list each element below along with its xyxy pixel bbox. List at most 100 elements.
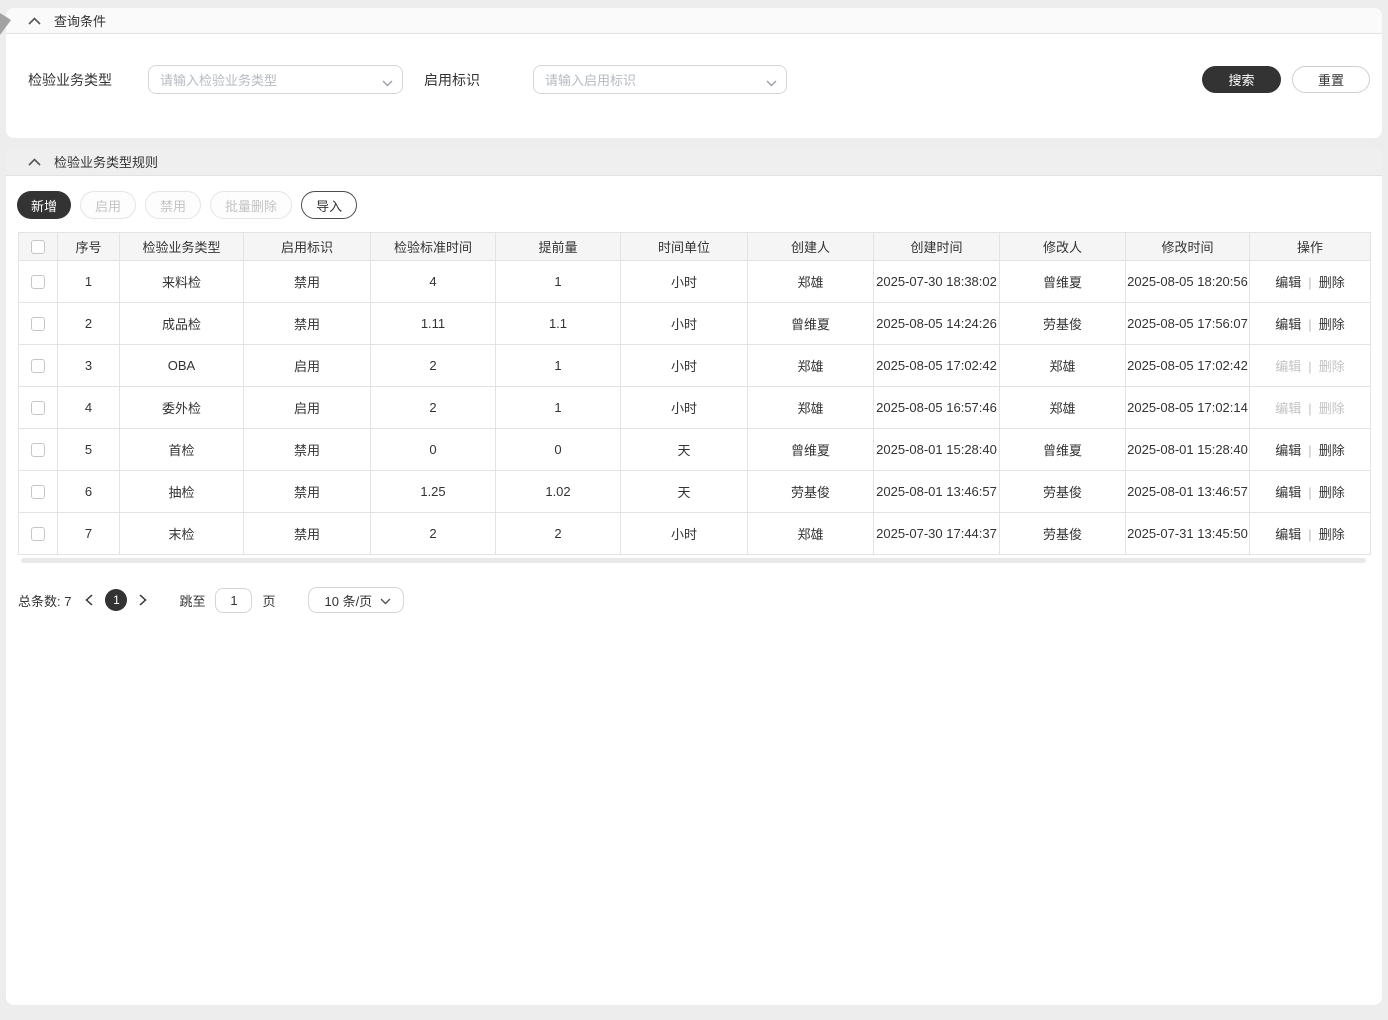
- type-select[interactable]: 请输入检验业务类型: [148, 65, 403, 94]
- edit-link[interactable]: 编辑: [1275, 485, 1302, 500]
- page-size-select[interactable]: 10 条/页: [307, 587, 405, 613]
- row-actions: 编辑 | 删除: [1249, 470, 1371, 513]
- col-flag: 启用标识: [243, 232, 371, 261]
- cell-type: 委外检: [119, 386, 244, 429]
- cell-created: 2025-08-05 16:57:46: [873, 386, 1000, 429]
- select-all-checkbox[interactable]: [31, 240, 45, 255]
- cell-modified: 2025-08-01 13:46:57: [1125, 470, 1250, 513]
- chevron-up-icon[interactable]: [28, 16, 41, 25]
- col-seq: 序号: [57, 232, 120, 261]
- cell-flag: 禁用: [243, 428, 371, 471]
- row-select-cell: [18, 260, 58, 303]
- edit-link[interactable]: 编辑: [1275, 275, 1302, 290]
- row-checkbox[interactable]: [31, 359, 45, 374]
- query-panel-title: 查询条件: [54, 14, 107, 29]
- cell-advance: 1.1: [495, 302, 621, 345]
- batch-delete-button[interactable]: 批量删除: [210, 191, 293, 219]
- delete-link[interactable]: 删除: [1318, 275, 1345, 290]
- delete-link[interactable]: 删除: [1318, 485, 1345, 500]
- cell-seq: 4: [57, 386, 120, 429]
- cell-flag: 启用: [243, 386, 371, 429]
- cell-unit: 小时: [620, 512, 748, 555]
- col-type: 检验业务类型: [119, 232, 244, 261]
- row-checkbox[interactable]: [31, 527, 45, 542]
- horizontal-scrollbar[interactable]: [21, 558, 1366, 563]
- cell-creator: 劳基俊: [747, 470, 874, 513]
- edit-link[interactable]: 编辑: [1275, 443, 1302, 458]
- delete-link[interactable]: 删除: [1318, 443, 1345, 458]
- cell-type: 抽检: [119, 470, 244, 513]
- delete-link[interactable]: 删除: [1318, 401, 1345, 416]
- cell-modifier: 郑雄: [999, 386, 1126, 429]
- delete-link[interactable]: 删除: [1318, 317, 1345, 332]
- col-advance: 提前量: [495, 232, 621, 261]
- action-separator: |: [1308, 317, 1312, 332]
- row-actions: 编辑 | 删除: [1249, 260, 1371, 303]
- cell-seq: 3: [57, 344, 120, 387]
- type-select-placeholder: 请输入检验业务类型: [160, 73, 278, 88]
- cell-unit: 小时: [620, 260, 748, 303]
- reset-button[interactable]: 重置: [1292, 66, 1370, 93]
- cell-std-time: 1.25: [370, 470, 496, 513]
- row-checkbox[interactable]: [31, 275, 45, 290]
- cell-modifier: 郑雄: [999, 344, 1126, 387]
- flag-select-placeholder: 请输入启用标识: [545, 73, 637, 88]
- cell-type: OBA: [119, 344, 244, 387]
- row-select-cell: [18, 470, 58, 513]
- cell-creator: 郑雄: [747, 512, 874, 555]
- search-button[interactable]: 搜索: [1202, 66, 1281, 93]
- add-button[interactable]: 新增: [17, 191, 72, 219]
- table-toolbar: 新增 启用 禁用 批量删除 导入: [17, 191, 1382, 219]
- row-actions: 编辑 | 删除: [1249, 302, 1371, 345]
- query-form: 检验业务类型 请输入检验业务类型 启用标识 请输入启用标识 搜索 重置: [6, 34, 1382, 94]
- cell-type: 来料检: [119, 260, 244, 303]
- table-row: 4 委外检 启用 2 1 小时 郑雄 2025-08-05 16:57:46 郑…: [18, 386, 1371, 429]
- jump-to-label: 跳至: [179, 593, 206, 609]
- table-header-row: 序号 检验业务类型 启用标识 检验标准时间 提前量 时间单位 创建人 创建时间 …: [18, 232, 1371, 261]
- edit-link[interactable]: 编辑: [1275, 527, 1302, 542]
- cell-unit: 小时: [620, 386, 748, 429]
- cell-modified: 2025-07-31 13:45:50: [1125, 512, 1250, 555]
- next-page-icon[interactable]: [139, 594, 148, 606]
- collapse-handle-icon[interactable]: [0, 13, 11, 35]
- action-separator: |: [1308, 485, 1312, 500]
- delete-link[interactable]: 删除: [1318, 359, 1345, 374]
- import-button[interactable]: 导入: [301, 191, 358, 219]
- chevron-up-icon[interactable]: [28, 157, 41, 166]
- row-checkbox[interactable]: [31, 443, 45, 458]
- table-row: 6 抽检 禁用 1.25 1.02 天 劳基俊 2025-08-01 13:46…: [18, 470, 1371, 513]
- rules-panel-header: 检验业务类型规则: [6, 148, 1382, 176]
- table-body: 1 来料检 禁用 4 1 小时 郑雄 2025-07-30 18:38:02 曾…: [18, 260, 1371, 555]
- chevron-down-icon: [380, 593, 391, 608]
- cell-std-time: 0: [370, 428, 496, 471]
- cell-created: 2025-07-30 17:44:37: [873, 512, 1000, 555]
- table-row: 5 首检 禁用 0 0 天 曾维夏 2025-08-01 15:28:40 曾维…: [18, 428, 1371, 471]
- cell-advance: 1: [495, 386, 621, 429]
- edit-link[interactable]: 编辑: [1275, 359, 1302, 374]
- jump-page-input[interactable]: [215, 587, 253, 613]
- cell-modified: 2025-08-05 17:02:14: [1125, 386, 1250, 429]
- table-row: 1 来料检 禁用 4 1 小时 郑雄 2025-07-30 18:38:02 曾…: [18, 260, 1371, 303]
- edit-link[interactable]: 编辑: [1275, 317, 1302, 332]
- cell-std-time: 1.11: [370, 302, 496, 345]
- cell-flag: 禁用: [243, 512, 371, 555]
- flag-select[interactable]: 请输入启用标识: [533, 65, 787, 94]
- col-modified: 修改时间: [1125, 232, 1250, 261]
- pagination: 总条数: 7 1 跳至 页 10 条/页: [18, 587, 1382, 613]
- cell-flag: 禁用: [243, 302, 371, 345]
- delete-link[interactable]: 删除: [1318, 527, 1345, 542]
- edit-link[interactable]: 编辑: [1275, 401, 1302, 416]
- disable-button[interactable]: 禁用: [145, 191, 202, 219]
- row-checkbox[interactable]: [31, 401, 45, 416]
- current-page-button[interactable]: 1: [105, 589, 128, 611]
- cell-created: 2025-08-01 13:46:57: [873, 470, 1000, 513]
- row-checkbox[interactable]: [31, 485, 45, 500]
- prev-page-icon[interactable]: [85, 594, 93, 606]
- cell-advance: 2: [495, 512, 621, 555]
- enable-button[interactable]: 启用: [80, 191, 137, 219]
- cell-advance: 0: [495, 428, 621, 471]
- cell-unit: 小时: [620, 344, 748, 387]
- row-checkbox[interactable]: [31, 317, 45, 332]
- cell-creator: 郑雄: [747, 386, 874, 429]
- query-panel-header: 查询条件: [6, 8, 1382, 34]
